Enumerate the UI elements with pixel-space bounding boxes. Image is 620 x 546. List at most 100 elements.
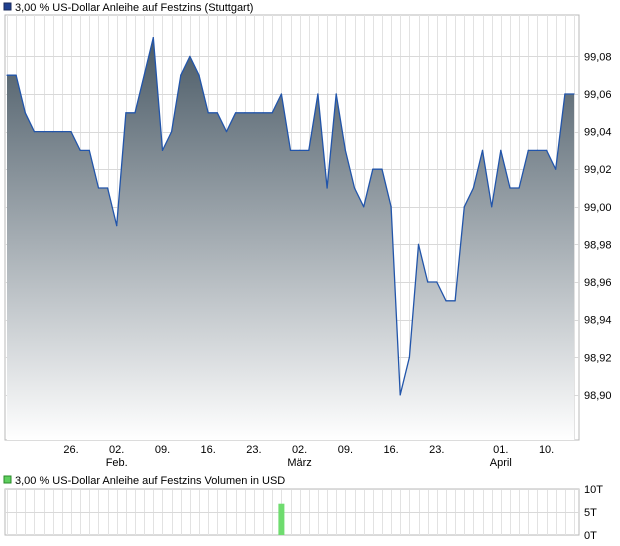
- price-data-point: [271, 112, 273, 114]
- price-data-point: [326, 187, 328, 189]
- price-x-tick-label: 10.: [539, 444, 554, 456]
- price-y-tick-label: 98,96: [584, 277, 612, 289]
- price-data-point: [353, 187, 356, 189]
- price-data-point: [399, 394, 401, 396]
- price-data-point: [244, 112, 246, 114]
- volume-y-tick-label: 0T: [584, 530, 597, 542]
- price-data-point: [344, 149, 346, 151]
- price-data-point: [527, 149, 529, 151]
- volume-y-tick-label: 10T: [584, 484, 603, 496]
- price-x-tick-label: 09.: [338, 444, 353, 456]
- price-data-point: [61, 131, 63, 133]
- price-data-point: [381, 168, 383, 170]
- price-data-point: [280, 93, 282, 95]
- price-area: [6, 36, 575, 440]
- price-data-point: [491, 206, 493, 208]
- volume-y-axis: 10T 5T 0T: [584, 484, 603, 542]
- price-data-point: [43, 131, 45, 133]
- price-data-point: [189, 55, 191, 58]
- price-data-point: [171, 131, 173, 133]
- price-data-point: [225, 131, 228, 133]
- volume-grid: [5, 489, 579, 536]
- volume-y-tick-label: 5T: [584, 507, 597, 519]
- price-x-tick-label: 16.: [383, 444, 398, 456]
- volume-legend-swatch: [3, 475, 12, 484]
- price-data-point: [481, 149, 484, 151]
- volume-bars: [278, 503, 285, 535]
- price-data-point: [180, 74, 182, 76]
- price-data-point: [143, 74, 145, 76]
- price-data-point: [216, 112, 218, 114]
- price-x-tick-label: 02.: [109, 444, 124, 456]
- price-data-point: [33, 131, 36, 133]
- price-y-tick-label: 98,98: [584, 239, 612, 251]
- price-x-tick-label: 23.: [246, 444, 261, 456]
- price-data-point: [536, 149, 539, 151]
- price-chart-title: 3,00 % US-Dollar Anleihe auf Festzins (S…: [15, 2, 253, 14]
- price-y-tick-label: 98,94: [584, 315, 612, 327]
- price-data-point: [289, 149, 292, 151]
- price-data-point: [546, 149, 548, 151]
- price-data-point: [417, 243, 420, 245]
- price-data-point: [454, 300, 456, 302]
- price-data-point: [262, 112, 264, 114]
- price-x-tick-label: 26.: [63, 444, 78, 456]
- price-data-point: [79, 149, 81, 151]
- price-x-tick-label: 16.: [201, 444, 216, 456]
- price-data-point: [24, 112, 26, 114]
- price-y-tick-label: 98,90: [584, 390, 612, 402]
- price-data-point: [436, 281, 438, 283]
- price-data-point: [335, 93, 337, 95]
- price-x-tick-label: 23.: [429, 444, 444, 456]
- price-data-point: [88, 149, 90, 151]
- price-x-tick-label: 09.: [155, 444, 170, 456]
- price-data-point: [107, 187, 109, 189]
- price-data-point: [445, 300, 447, 302]
- price-data-point: [308, 149, 310, 151]
- price-data-point: [235, 112, 237, 114]
- price-data-point: [564, 93, 566, 95]
- price-data-point: [125, 112, 127, 114]
- price-data-point: [509, 187, 511, 189]
- price-data-point: [372, 168, 374, 170]
- price-data-point: [500, 149, 502, 151]
- price-data-point: [427, 281, 429, 283]
- price-y-tick-label: 99,04: [584, 127, 612, 139]
- price-data-point: [116, 225, 118, 227]
- price-data-point: [555, 168, 557, 170]
- price-x-tick-label: 01.: [493, 444, 508, 456]
- price-data-point: [463, 206, 465, 208]
- volume-chart-title: 3,00 % US-Dollar Anleihe auf Festzins Vo…: [15, 475, 285, 487]
- price-data-point: [70, 131, 72, 133]
- price-data-point: [161, 149, 164, 151]
- price-data-point: [518, 187, 520, 189]
- price-data-point: [198, 74, 200, 76]
- price-data-point: [299, 149, 301, 151]
- price-y-tick-label: 99,06: [584, 89, 612, 101]
- price-data-point: [207, 112, 209, 114]
- price-data-point: [573, 93, 575, 95]
- price-x-tick-label: 02.: [292, 444, 307, 456]
- price-data-point: [253, 112, 255, 114]
- price-y-tick-label: 99,08: [584, 51, 612, 63]
- price-data-point: [152, 37, 154, 39]
- price-data-point: [390, 206, 392, 208]
- price-legend-swatch: [3, 2, 12, 11]
- price-data-point: [52, 131, 54, 133]
- price-area-fill: [7, 37, 574, 440]
- price-data-point: [6, 74, 8, 76]
- price-y-tick-label: 99,02: [584, 164, 612, 176]
- price-data-point: [408, 356, 410, 358]
- price-y-axis: 99,08 99,06 99,04 99,02 99,00 98,98 98,96 98,94…: [584, 51, 612, 402]
- price-x-month-label: März: [287, 457, 311, 469]
- volume-bar: [278, 503, 285, 535]
- price-y-tick-label: 98,92: [584, 352, 612, 364]
- price-data-point: [134, 112, 136, 114]
- price-data-point: [317, 93, 319, 95]
- price-data-point: [15, 74, 17, 76]
- price-data-point: [472, 187, 474, 189]
- price-data-point: [363, 206, 365, 208]
- price-x-month-label: Feb.: [106, 457, 128, 469]
